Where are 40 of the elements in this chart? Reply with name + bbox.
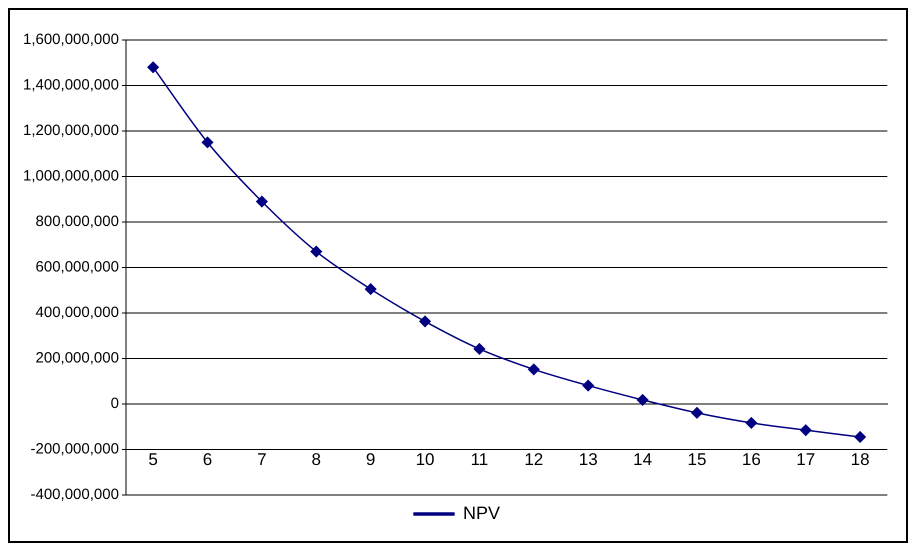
y-tick-label: 1,000,000,000 [22, 168, 119, 185]
x-tick-label: 9 [366, 450, 376, 469]
x-tick-label: 7 [257, 450, 267, 469]
x-tick-label: 17 [796, 450, 816, 469]
point [854, 431, 866, 443]
y-tick-label: 1,400,000,000 [22, 76, 119, 94]
x-tick-label: 5 [148, 450, 158, 469]
x-tick-label: 12 [524, 450, 544, 469]
point [419, 316, 431, 328]
x-tick-label: 18 [850, 450, 870, 469]
point [636, 394, 648, 406]
y-tick-label: 1,600,000,000 [22, 31, 119, 48]
x-tick-label: 11 [470, 450, 488, 469]
y-tick-label: 800,000,000 [36, 213, 119, 230]
y-tick-label: 200,000,000 [36, 350, 119, 367]
point [364, 283, 376, 295]
point [528, 364, 540, 376]
point [746, 417, 758, 429]
point [256, 196, 268, 208]
y-tick-label: 400,000,000 [36, 304, 119, 322]
x-tick-label: 8 [312, 450, 322, 469]
legend-label: NPV [462, 502, 500, 523]
point [474, 343, 486, 355]
x-tick-label: 6 [202, 450, 212, 469]
y-tick-label: 1,200,000,000 [22, 122, 119, 140]
y-tick-label: 600,000,000 [36, 258, 119, 276]
point [582, 380, 594, 392]
point [147, 62, 159, 74]
x-tick-label: 10 [416, 450, 434, 469]
point [691, 407, 703, 419]
point [800, 424, 812, 436]
x-tick-label: 14 [633, 450, 652, 469]
point [310, 246, 322, 258]
point [202, 136, 214, 148]
y-tick-label: -400,000,000 [30, 486, 119, 504]
x-tick-label: 13 [578, 450, 598, 469]
y-tick-label: -200,000,000 [30, 440, 119, 458]
x-tick-label: 15 [688, 450, 706, 469]
x-tick-label: 16 [742, 450, 761, 469]
y-tick-label: 0 [110, 395, 119, 412]
